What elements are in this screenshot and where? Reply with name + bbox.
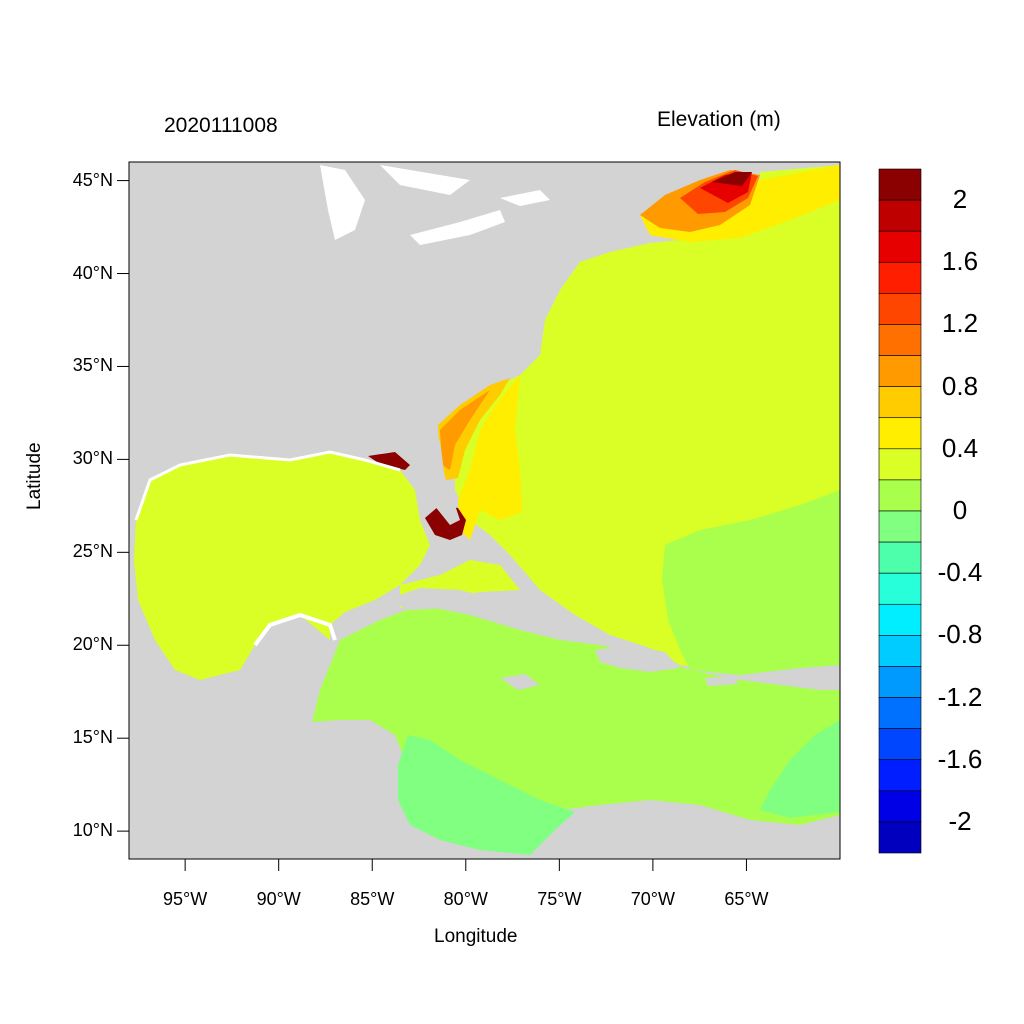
colorbar-swatch bbox=[878, 324, 922, 356]
lat-tick-label: 10°N bbox=[72, 820, 113, 841]
colorbar-label: -0.8 bbox=[937, 619, 983, 650]
lon-tick-marks bbox=[184, 859, 747, 871]
colorbar-swatch bbox=[878, 697, 922, 729]
colorbar-label: -0.4 bbox=[937, 557, 983, 588]
colorbar-swatch bbox=[878, 572, 922, 605]
colorbar-label: 0.4 bbox=[941, 432, 979, 463]
timestamp-label: 2020111008 bbox=[164, 114, 278, 137]
lat-tick-label: 20°N bbox=[72, 634, 113, 655]
colorbar-swatch bbox=[878, 448, 922, 481]
colorbar-label: 1.6 bbox=[941, 246, 979, 277]
colorbar-swatch bbox=[878, 728, 922, 761]
gulf-of-mexico bbox=[134, 452, 430, 680]
gulf-coastline bbox=[134, 450, 401, 521]
hispaniola bbox=[595, 645, 680, 672]
lat-tick-label: 30°N bbox=[72, 448, 113, 469]
lat-tick-label: 15°N bbox=[72, 727, 113, 748]
lat-tick-label: 25°N bbox=[72, 541, 113, 562]
east-caribbean-low bbox=[760, 720, 840, 818]
colorbar bbox=[878, 168, 922, 854]
colorbar-label: 0 bbox=[952, 495, 968, 525]
gulf-of-maine-max bbox=[712, 172, 752, 186]
eastern-atlantic bbox=[662, 490, 840, 675]
colorbar-swatch bbox=[878, 666, 922, 698]
lon-tick-label: 70°W bbox=[630, 889, 675, 909]
lon-tick-label: 80°W bbox=[443, 889, 488, 909]
colorbar-swatch bbox=[878, 293, 922, 325]
lat-tick-marks bbox=[117, 180, 129, 832]
lon-tick-label: 90°W bbox=[256, 889, 301, 909]
colorbar-swatch bbox=[878, 821, 922, 854]
colorbar-swatch bbox=[878, 603, 922, 636]
colorbar-label: -1.6 bbox=[937, 743, 983, 774]
plot-frame bbox=[128, 161, 841, 860]
jamaica bbox=[500, 674, 540, 690]
colorbar-label: -1.2 bbox=[937, 681, 983, 712]
southwest-caribbean bbox=[398, 735, 575, 855]
colorbar-swatch bbox=[878, 199, 922, 232]
colorbar-swatch bbox=[878, 230, 922, 263]
lon-tick-label: 65°W bbox=[724, 889, 769, 909]
colorbar-label: -2 bbox=[948, 805, 972, 836]
colorbar-swatch bbox=[878, 168, 922, 201]
colorbar-label: 0.8 bbox=[941, 370, 979, 401]
colorbar-swatch bbox=[878, 355, 922, 387]
southeast-coast-orange bbox=[440, 390, 490, 470]
gulf-stream bbox=[458, 375, 522, 540]
southeast-coast-surge bbox=[438, 378, 510, 480]
colorbar-label: 2 bbox=[952, 184, 968, 215]
colorbar-swatch bbox=[878, 759, 922, 792]
lat-tick-label: 45°N bbox=[72, 169, 113, 190]
colorbar-swatch bbox=[878, 510, 922, 543]
colorbar-swatch bbox=[878, 479, 922, 512]
colorbar-swatch bbox=[878, 417, 922, 450]
puerto-rico bbox=[705, 676, 738, 686]
colorbar-swatch bbox=[878, 261, 922, 294]
big-bend-surge bbox=[368, 452, 410, 470]
variable-title: Elevation (m) bbox=[657, 108, 781, 131]
colorbar-label: 1.2 bbox=[941, 308, 979, 339]
lon-tick-label: 85°W bbox=[350, 889, 395, 909]
colorbar-swatch bbox=[878, 386, 922, 419]
colorbar-swatch bbox=[878, 790, 922, 823]
colorbar-swatch bbox=[878, 541, 922, 574]
lat-tick-label: 35°N bbox=[72, 355, 113, 376]
lon-tick-label: 95°W bbox=[163, 889, 208, 909]
florida-peninsula bbox=[410, 440, 460, 525]
lon-tick-label: 75°W bbox=[537, 889, 582, 909]
colorbar-swatch bbox=[878, 635, 922, 667]
great-lakes bbox=[320, 165, 550, 245]
yucatan-coast bbox=[253, 612, 337, 647]
cuba bbox=[385, 588, 600, 640]
x-axis-label: Longitude bbox=[434, 926, 518, 947]
lat-tick-label: 40°N bbox=[72, 262, 113, 283]
